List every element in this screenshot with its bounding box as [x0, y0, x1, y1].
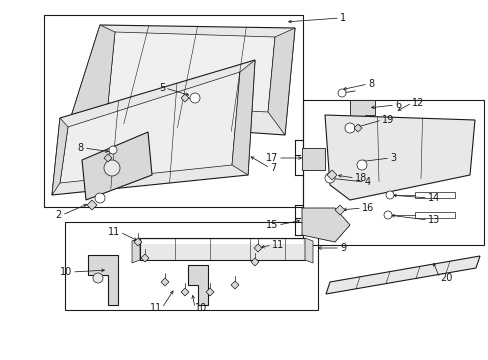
Circle shape: [356, 160, 366, 170]
Circle shape: [93, 273, 103, 283]
Polygon shape: [353, 124, 361, 132]
Polygon shape: [141, 254, 149, 262]
Polygon shape: [52, 60, 254, 195]
Polygon shape: [181, 288, 189, 296]
Polygon shape: [87, 200, 97, 210]
Text: 19: 19: [381, 115, 393, 125]
Polygon shape: [326, 170, 336, 180]
Bar: [303, 100, 483, 245]
Text: 12: 12: [411, 98, 424, 108]
Text: 2: 2: [56, 210, 62, 220]
Text: 17: 17: [265, 153, 278, 163]
Polygon shape: [334, 205, 345, 215]
Polygon shape: [250, 258, 259, 266]
Polygon shape: [70, 25, 115, 120]
Text: 11: 11: [149, 303, 162, 313]
Polygon shape: [205, 288, 214, 296]
Text: 14: 14: [427, 193, 439, 203]
Text: 8: 8: [367, 79, 373, 89]
Polygon shape: [104, 154, 112, 162]
Text: 7: 7: [269, 163, 276, 173]
Text: 16: 16: [361, 203, 373, 213]
Circle shape: [104, 160, 120, 176]
Polygon shape: [82, 132, 152, 200]
Text: 5: 5: [159, 83, 164, 93]
Polygon shape: [349, 100, 374, 125]
Circle shape: [383, 211, 391, 219]
Polygon shape: [305, 238, 312, 263]
Text: 3: 3: [389, 153, 395, 163]
Polygon shape: [253, 244, 262, 252]
Text: 15: 15: [265, 220, 278, 230]
Bar: [414, 212, 454, 218]
Text: 10: 10: [195, 303, 207, 313]
Bar: [44, 15, 303, 207]
Polygon shape: [52, 118, 68, 195]
Circle shape: [95, 193, 105, 203]
Circle shape: [190, 93, 200, 103]
Text: 1: 1: [339, 13, 346, 23]
Polygon shape: [187, 265, 207, 305]
Polygon shape: [302, 148, 325, 170]
Polygon shape: [70, 25, 294, 135]
Polygon shape: [302, 208, 349, 242]
Polygon shape: [88, 255, 118, 305]
Bar: [414, 192, 454, 198]
Text: 11: 11: [107, 227, 120, 237]
Polygon shape: [108, 32, 274, 112]
Polygon shape: [161, 278, 169, 286]
Circle shape: [109, 146, 117, 154]
Polygon shape: [325, 115, 474, 200]
Text: 8: 8: [78, 143, 84, 153]
Polygon shape: [267, 28, 294, 135]
Text: 4: 4: [364, 177, 370, 187]
Text: 10: 10: [60, 267, 72, 277]
Text: 13: 13: [427, 215, 439, 225]
Polygon shape: [325, 256, 479, 294]
Polygon shape: [231, 60, 254, 175]
Polygon shape: [132, 238, 140, 263]
Text: 11: 11: [271, 240, 284, 250]
Text: 6: 6: [394, 100, 400, 110]
Text: 20: 20: [439, 273, 451, 283]
Circle shape: [337, 89, 346, 97]
Circle shape: [325, 173, 334, 183]
Polygon shape: [142, 240, 303, 244]
Polygon shape: [181, 94, 189, 102]
Polygon shape: [230, 281, 239, 289]
Polygon shape: [60, 72, 240, 183]
Circle shape: [385, 191, 393, 199]
Polygon shape: [134, 238, 142, 246]
Circle shape: [345, 123, 354, 133]
Polygon shape: [140, 238, 305, 260]
Text: 9: 9: [339, 243, 346, 253]
Bar: [65, 222, 317, 310]
Text: 18: 18: [354, 173, 366, 183]
